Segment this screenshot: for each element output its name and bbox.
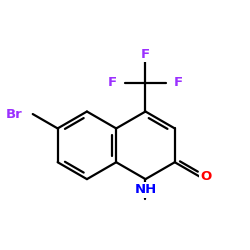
Text: F: F xyxy=(141,48,150,61)
Text: Br: Br xyxy=(6,108,22,120)
Text: NH: NH xyxy=(134,184,156,196)
Text: F: F xyxy=(174,76,183,89)
Text: O: O xyxy=(200,170,211,183)
Text: F: F xyxy=(108,76,117,89)
